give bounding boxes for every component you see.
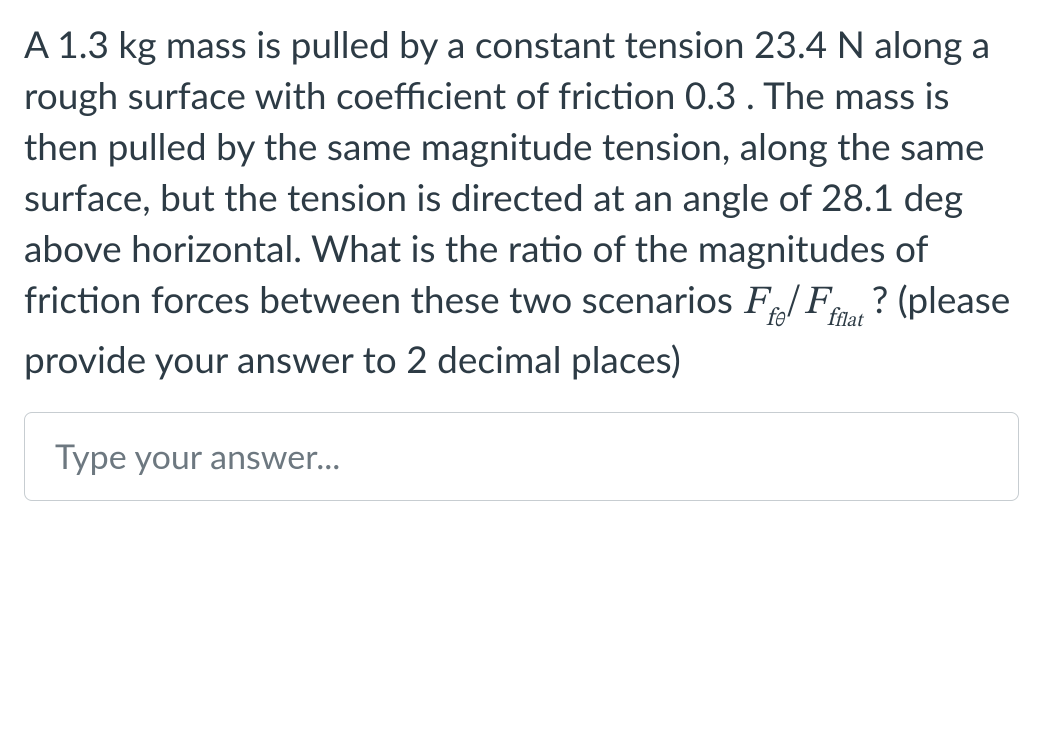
question-text: A 1.3 kg mass is pulled by a constant te… <box>24 18 1027 384</box>
question-container: A 1.3 kg mass is pulled by a constant te… <box>0 0 1051 521</box>
question-body-part1: A 1.3 kg mass is pulled by a constant te… <box>24 21 990 321</box>
formula-F2-sub-f: f <box>827 306 835 331</box>
formula-F1: F <box>742 283 766 323</box>
formula-F1-sub-theta: θ <box>774 311 784 331</box>
answer-input[interactable] <box>53 435 994 478</box>
formula-F2: F <box>803 283 827 323</box>
formula-F1-sub-f: f <box>766 306 774 331</box>
formula-slash: / <box>784 283 803 323</box>
formula-F2-sub-flat: flat <box>835 311 863 331</box>
answer-box[interactable] <box>24 412 1019 501</box>
friction-ratio-formula: Ffθ/Ffflat <box>742 285 862 322</box>
